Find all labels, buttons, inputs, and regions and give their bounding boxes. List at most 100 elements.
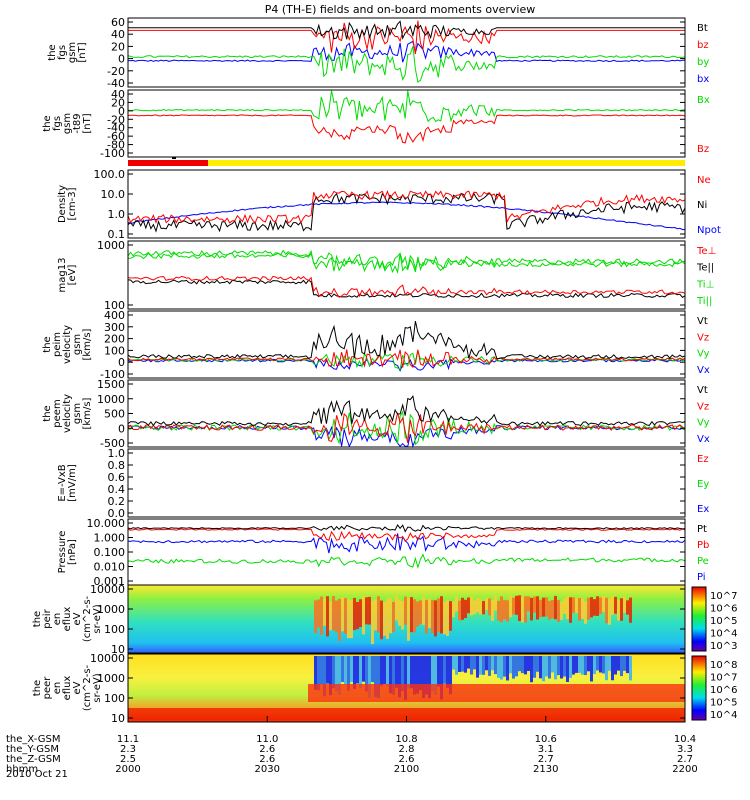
y-tick-label: 100 (104, 344, 125, 357)
y-tick-label: 1000 (97, 239, 125, 252)
panel-frame (127, 89, 686, 158)
spectrogram-cell (617, 599, 620, 621)
spectrogram-cell (509, 656, 512, 674)
y-tick-label: 200 (104, 333, 125, 346)
spectrogram-cell (617, 656, 620, 671)
time-row-value: 2000 (115, 764, 140, 775)
colorbar-tick-label: 10^3 (710, 641, 737, 652)
y-axis-label: [eV] (67, 265, 78, 286)
time-row-value: 2130 (533, 764, 558, 775)
spectrogram-cell (551, 656, 554, 673)
spectrogram-cell (539, 599, 542, 618)
spectrogram-cell (554, 656, 557, 680)
spectrogram-cell (398, 656, 401, 698)
spectrogram-cell (458, 600, 461, 621)
spectrogram-cell (329, 656, 332, 696)
spectrogram-cell (512, 597, 515, 615)
spectrogram-cell (554, 595, 557, 620)
spectrogram-cell (344, 598, 347, 634)
spectrogram-cell (479, 656, 482, 675)
spectrogram-cell (584, 601, 587, 624)
panel-frame (127, 240, 686, 310)
y-axis-label: E=-VxB (57, 464, 68, 501)
legend-efield-1: Ey (697, 479, 709, 490)
spectrogram-cell (602, 656, 605, 674)
y-axis-label: velocity (62, 325, 73, 364)
y-tick-label: -100 (100, 147, 125, 160)
spectrogram-cell (599, 597, 602, 615)
legend-fgs_gsm-0: Bt (697, 23, 708, 34)
series-line-temperature-0 (127, 275, 686, 298)
y-axis-label: Density (57, 185, 68, 223)
spectrogram-cell (341, 656, 344, 682)
spectrogram-cell (368, 656, 371, 698)
y-axis-label: the (42, 115, 53, 131)
spectrogram-cell (518, 656, 521, 672)
spectrogram-cell (341, 597, 344, 632)
y-tick-label: 300 (104, 321, 125, 334)
spectrogram-cell (533, 656, 536, 678)
spectrogram-cell (347, 656, 350, 691)
time-row-value: 2.7 (538, 754, 554, 765)
spectrogram-cell (332, 596, 335, 631)
y-tick-label: -60 (107, 130, 125, 143)
y-tick-label: 0.1 (108, 228, 126, 241)
legend-density-2: Npot (697, 225, 721, 236)
y-axis-label: [km/s] (82, 397, 93, 429)
time-row-value: 2.5 (120, 754, 136, 765)
legend-efield-2: Ex (697, 504, 709, 515)
spectrogram-cell (476, 597, 479, 613)
y-tick-label: -80 (107, 139, 125, 152)
spectrogram-cell (563, 598, 566, 614)
spectrogram-cell (338, 656, 341, 695)
y-axis-label: eflux (62, 676, 73, 701)
spectrogram-cell (416, 601, 419, 627)
spectrogram-cell (368, 596, 371, 625)
spectrogram-cell (572, 656, 575, 675)
y-tick-label: 0.2 (108, 495, 126, 508)
legend-density-0: Ne (697, 175, 711, 186)
spectrogram-cell (404, 596, 407, 625)
legend-peim_velocity-0: Vt (697, 316, 708, 327)
time-row-value: 2.7 (677, 754, 693, 765)
mode-bar-red (128, 160, 208, 166)
spectrogram-cell (467, 597, 470, 614)
spectrogram-cell (395, 595, 398, 621)
y-tick-label: 10 (111, 712, 125, 725)
y-tick-label: 0.100 (94, 546, 126, 559)
spectrogram-cell (542, 656, 545, 682)
spectrogram-cell (611, 595, 614, 615)
series-line-peem_velocity-0 (127, 395, 686, 427)
spectrogram-cell (488, 598, 491, 616)
spectrogram-cell (392, 656, 395, 695)
spectrogram-cell (419, 656, 422, 691)
spectrogram-cell (455, 596, 458, 612)
time-row-value: 2.3 (120, 744, 136, 755)
y-axis-label: (cm^2-s- (82, 595, 93, 642)
spectrogram-cell (518, 595, 521, 622)
colorbar-tick-label: 10^7 (710, 673, 737, 684)
spectrogram-cell (386, 598, 389, 639)
spectrogram-cell (377, 596, 380, 633)
y-axis-label: -t89 (72, 113, 83, 133)
time-row-value: 10.6 (535, 734, 557, 745)
spectrogram-cell (362, 656, 365, 682)
plot-title: P4 (TH-E) fields and on-board moments ov… (265, 3, 536, 16)
spectrogram-cell (545, 597, 548, 617)
spectrogram-cell (464, 599, 467, 619)
legend-pressure-2: Pe (697, 556, 709, 567)
spectrogram-cell (440, 596, 443, 634)
spectrogram-cell (557, 600, 560, 622)
colorbar-tick-label: 10^4 (710, 629, 737, 640)
spectrogram-cell (326, 656, 329, 684)
legend-fgs_gsm_t89-0: Bx (697, 95, 710, 106)
spectrogram-cell (419, 600, 422, 625)
panel-frame (127, 584, 686, 654)
spectrogram-cell (356, 601, 359, 630)
y-tick-label: 1.0 (108, 447, 126, 460)
y-axis-label: peim (52, 332, 63, 357)
spectrogram-cell (491, 656, 494, 671)
